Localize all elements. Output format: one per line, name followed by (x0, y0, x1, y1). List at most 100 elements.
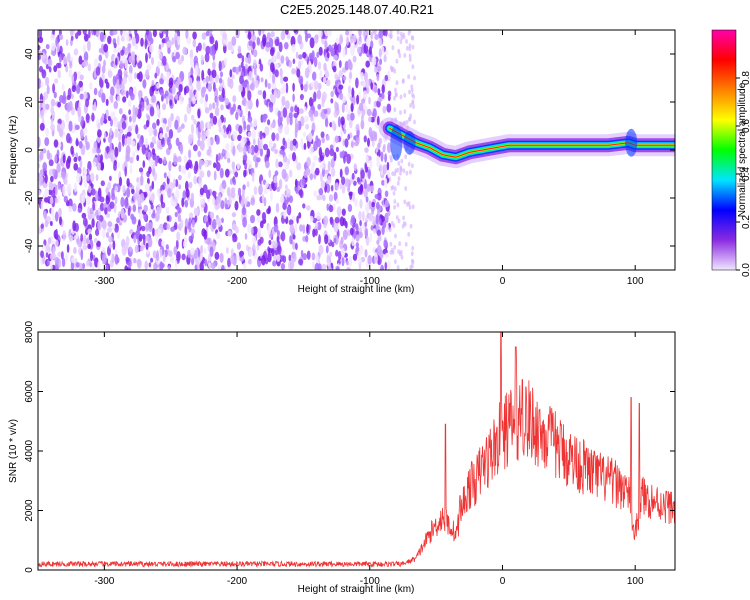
noise-speck (39, 150, 44, 161)
noise-speck (355, 242, 359, 248)
noise-speck (200, 54, 204, 66)
noise-speck (267, 224, 271, 236)
noise-speck (163, 172, 167, 179)
noise-speck (375, 146, 379, 153)
noise-speck (267, 205, 271, 214)
noise-speck (61, 95, 67, 105)
noise-speck (122, 184, 126, 194)
noise-speck (177, 213, 182, 223)
noise-speck (334, 135, 339, 144)
noise-speck (259, 147, 264, 157)
noise-speck (109, 201, 115, 209)
noise-speck (392, 190, 396, 196)
noise-speck (86, 174, 90, 182)
noise-speck (159, 78, 165, 85)
noise-speck (183, 240, 187, 249)
noise-speck (50, 207, 55, 217)
noise-speck (390, 66, 394, 72)
noise-speck (128, 109, 132, 115)
noise-speck (209, 152, 213, 159)
noise-speck (219, 83, 223, 93)
noise-speck (53, 91, 57, 99)
noise-speck (317, 61, 322, 70)
noise-speck (400, 254, 404, 260)
noise-speck (129, 246, 133, 253)
noise-speck (344, 178, 349, 187)
noise-speck (190, 228, 196, 234)
noise-speck (56, 163, 61, 173)
noise-speck (117, 95, 121, 102)
noise-speck (340, 236, 344, 245)
noise-speck (330, 184, 334, 192)
noise-speck (362, 81, 366, 88)
noise-speck (261, 212, 266, 221)
noise-speck (148, 192, 151, 198)
noise-speck (225, 168, 230, 178)
noise-speck (328, 204, 334, 213)
noise-speck (125, 154, 130, 162)
noise-speck (187, 171, 191, 179)
x-tick-label: -100 (360, 276, 380, 287)
noise-speck (152, 250, 157, 259)
noise-speck (120, 196, 125, 208)
noise-speck (292, 138, 297, 146)
noise-speck (256, 215, 261, 223)
noise-speck (229, 69, 233, 78)
noise-speck (386, 103, 392, 113)
noise-speck (240, 199, 245, 207)
noise-speck (91, 218, 95, 228)
noise-speck (46, 149, 50, 160)
noise-speck (299, 93, 304, 101)
noise-speck (164, 132, 168, 142)
noise-speck (310, 98, 314, 105)
noise-speck (116, 217, 120, 224)
noise-speck (247, 53, 252, 65)
noise-speck (105, 195, 110, 205)
noise-speck (231, 212, 237, 218)
noise-speck (45, 76, 50, 87)
noise-speck (127, 125, 133, 132)
noise-speck (46, 260, 50, 266)
noise-speck (334, 217, 340, 224)
noise-speck (328, 194, 334, 202)
noise-speck (107, 136, 112, 144)
noise-speck (205, 129, 210, 137)
noise-speck (395, 58, 399, 64)
noise-speck (296, 68, 301, 78)
noise-speck (132, 112, 137, 124)
noise-speck (235, 30, 240, 39)
noise-speck (325, 79, 331, 87)
noise-speck (391, 171, 395, 177)
noise-speck (271, 181, 274, 190)
noise-speck (273, 176, 278, 184)
noise-speck (367, 254, 372, 265)
noise-speck (73, 163, 78, 171)
noise-speck (347, 203, 353, 213)
noise-speck (133, 234, 137, 244)
y-tick-label: 8000 (24, 320, 35, 343)
noise-speck (41, 244, 45, 250)
noise-speck (149, 185, 153, 192)
noise-speck (236, 242, 241, 250)
noise-speck (190, 56, 194, 68)
noise-speck (238, 65, 242, 73)
noise-speck (109, 142, 113, 152)
noise-speck (369, 232, 373, 243)
noise-speck (288, 153, 294, 161)
noise-speck (38, 136, 41, 148)
noise-speck (101, 246, 106, 254)
noise-speck (252, 235, 257, 245)
noise-speck (200, 245, 204, 254)
noise-speck (170, 196, 174, 207)
noise-speck (395, 215, 399, 220)
y-tick-label: 20 (24, 96, 35, 108)
noise-speck (243, 120, 247, 131)
noise-speck (194, 91, 199, 98)
noise-speck (365, 235, 370, 246)
noise-speck (384, 213, 389, 222)
noise-speck (359, 183, 364, 193)
noise-speck (305, 235, 309, 243)
noise-speck (269, 47, 275, 57)
noise-speck (232, 234, 238, 243)
